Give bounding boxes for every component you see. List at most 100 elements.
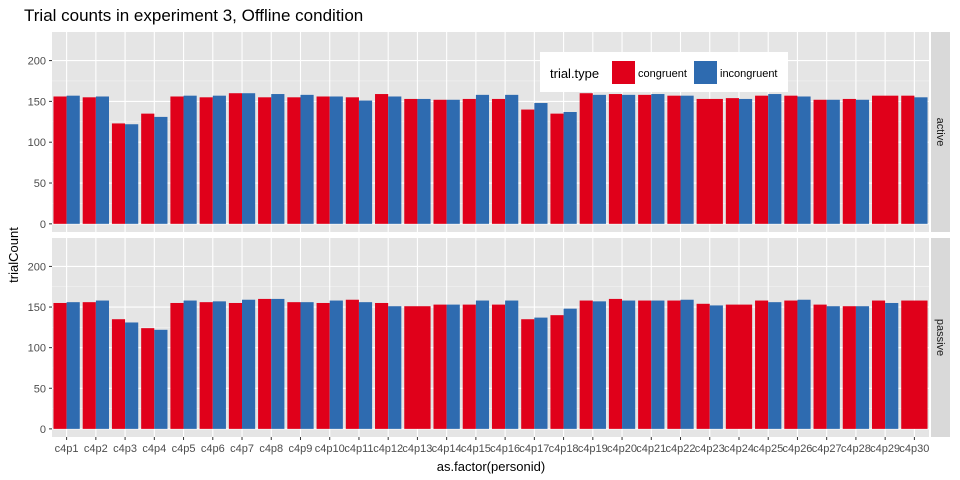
bar-passive-c4p2-incongruent xyxy=(95,300,110,429)
x-tick-label: c4p6 xyxy=(201,443,225,455)
bar-passive-c4p10-incongruent xyxy=(329,300,343,429)
legend-label-incongruent: incongruent xyxy=(720,68,778,80)
bar-active-c4p20-congruent xyxy=(608,94,623,224)
bar-passive-c4p2-congruent xyxy=(82,302,96,429)
x-tick-label: c4p10 xyxy=(315,443,345,455)
bar-active-c4p21-incongruent xyxy=(651,94,665,224)
bar-active-c4p10-congruent xyxy=(316,96,330,224)
bar-active-c4p27-congruent xyxy=(813,99,827,224)
legend-key-incongruent xyxy=(694,61,717,84)
bar-active-c4p19-incongruent xyxy=(592,94,606,224)
bar-active-c4p8-incongruent xyxy=(271,94,285,224)
x-axis: c4p1 c4p2 c4p3 c4p4 c4p5 c4p6 c4p7 c4p8 c4p9 c4p1… xyxy=(55,437,929,455)
y-tick-label: 0 xyxy=(40,424,46,436)
x-tick-label: c4p5 xyxy=(172,443,196,455)
bar-active-c4p17-incongruent xyxy=(534,103,548,224)
x-tick-label: c4p20 xyxy=(607,443,637,455)
bar-active-c4p13-congruent xyxy=(404,98,418,224)
x-tick-label: c4p25 xyxy=(753,443,783,455)
bar-active-c4p11-congruent xyxy=(345,97,359,224)
bar-active-c4p16-incongruent xyxy=(505,94,519,224)
bar-active-c4p29-congruent xyxy=(871,95,899,224)
x-tick-label: c4p30 xyxy=(899,443,929,455)
x-tick-label: c4p18 xyxy=(549,443,579,455)
bar-active-c4p3-congruent xyxy=(111,123,126,224)
bar-passive-c4p8-incongruent xyxy=(271,298,285,429)
bar-passive-c4p3-congruent xyxy=(111,319,126,429)
x-tick-label: c4p4 xyxy=(142,443,166,455)
bar-passive-c4p23-congruent xyxy=(696,303,710,429)
bar-active-c4p4-congruent xyxy=(141,113,155,224)
x-tick-label: c4p14 xyxy=(432,443,462,455)
bar-active-c4p28-congruent xyxy=(842,98,856,224)
bar-active-c4p28-incongruent xyxy=(855,99,870,224)
bar-active-c4p14-incongruent xyxy=(446,99,460,224)
bar-active-c4p17-congruent xyxy=(521,109,535,224)
bar-passive-c4p6-congruent xyxy=(199,302,213,429)
bar-passive-c4p5-incongruent xyxy=(183,300,197,429)
bar-passive-c4p23-incongruent xyxy=(709,305,723,429)
y-tick-label: 100 xyxy=(28,343,46,355)
bar-passive-c4p13-congruent xyxy=(404,306,431,429)
panel-background xyxy=(52,238,929,437)
bar-active-c4p22-incongruent xyxy=(680,95,694,224)
bar-passive-c4p21-congruent xyxy=(638,300,652,429)
x-tick-label: c4p8 xyxy=(259,443,283,455)
bar-passive-c4p7-incongruent xyxy=(242,299,256,429)
bar-passive-c4p19-incongruent xyxy=(592,301,606,429)
x-tick-label: c4p24 xyxy=(724,443,754,455)
x-tick-label: c4p19 xyxy=(578,443,608,455)
bar-active-c4p22-congruent xyxy=(667,95,681,224)
y-tick-label: 100 xyxy=(28,137,46,149)
bar-passive-c4p16-incongruent xyxy=(505,300,519,429)
bar-active-c4p6-congruent xyxy=(199,97,213,224)
bar-active-c4p23-congruent xyxy=(696,98,723,224)
strip-label-passive: passive xyxy=(934,319,946,356)
x-tick-label: c4p21 xyxy=(636,443,666,455)
bar-passive-c4p26-incongruent xyxy=(797,299,811,429)
bar-active-c4p26-congruent xyxy=(784,95,798,224)
bar-passive-c4p6-incongruent xyxy=(212,301,226,429)
bar-active-c4p14-congruent xyxy=(433,99,447,224)
bar-passive-c4p12-congruent xyxy=(375,302,389,429)
bar-active-c4p2-congruent xyxy=(82,97,96,224)
bar-active-c4p12-incongruent xyxy=(388,96,402,224)
bar-passive-c4p30-congruent xyxy=(901,300,928,429)
bar-active-c4p5-congruent xyxy=(170,96,184,224)
bar-active-c4p26-incongruent xyxy=(797,96,811,224)
x-tick-label: c4p28 xyxy=(841,443,871,455)
bar-passive-c4p19-congruent xyxy=(579,300,593,429)
strip-background xyxy=(931,238,950,437)
x-tick-label: c4p12 xyxy=(373,443,403,455)
legend: trial.type congruent incongruent xyxy=(540,52,788,92)
x-tick-label: c4p7 xyxy=(230,443,254,455)
bar-passive-c4p25-congruent xyxy=(755,300,769,429)
panels: 0 50 100 150 200 active 0 50 100 150 200 passive xyxy=(28,32,950,437)
bar-active-c4p19-congruent xyxy=(579,93,593,224)
bar-active-c4p2-incongruent xyxy=(95,96,110,224)
bar-active-c4p11-incongruent xyxy=(358,100,373,224)
bar-active-c4p18-congruent xyxy=(550,113,564,224)
bar-passive-c4p12-incongruent xyxy=(388,306,402,429)
bar-active-c4p25-incongruent xyxy=(768,94,782,224)
bar-active-c4p7-congruent xyxy=(228,93,243,224)
y-tick-label: 150 xyxy=(28,96,46,108)
strip-background xyxy=(931,32,950,232)
bar-active-c4p15-congruent xyxy=(462,98,476,224)
bar-active-c4p24-congruent xyxy=(725,98,739,224)
bar-active-c4p1-congruent xyxy=(53,96,67,224)
bar-passive-c4p15-incongruent xyxy=(475,300,490,429)
legend-key-congruent xyxy=(612,61,635,84)
y-axis-title: trialCount xyxy=(6,227,21,283)
bar-passive-c4p1-incongruent xyxy=(66,302,80,429)
bar-active-c4p5-incongruent xyxy=(183,95,197,224)
bar-passive-c4p4-congruent xyxy=(141,328,155,429)
bar-active-c4p15-incongruent xyxy=(475,94,490,224)
bar-passive-c4p4-incongruent xyxy=(154,329,168,429)
x-tick-label: c4p26 xyxy=(782,443,812,455)
bar-passive-c4p22-congruent xyxy=(667,300,681,429)
bar-active-c4p27-incongruent xyxy=(826,99,840,224)
bar-passive-c4p17-incongruent xyxy=(534,317,548,429)
bar-active-c4p1-incongruent xyxy=(66,95,80,224)
